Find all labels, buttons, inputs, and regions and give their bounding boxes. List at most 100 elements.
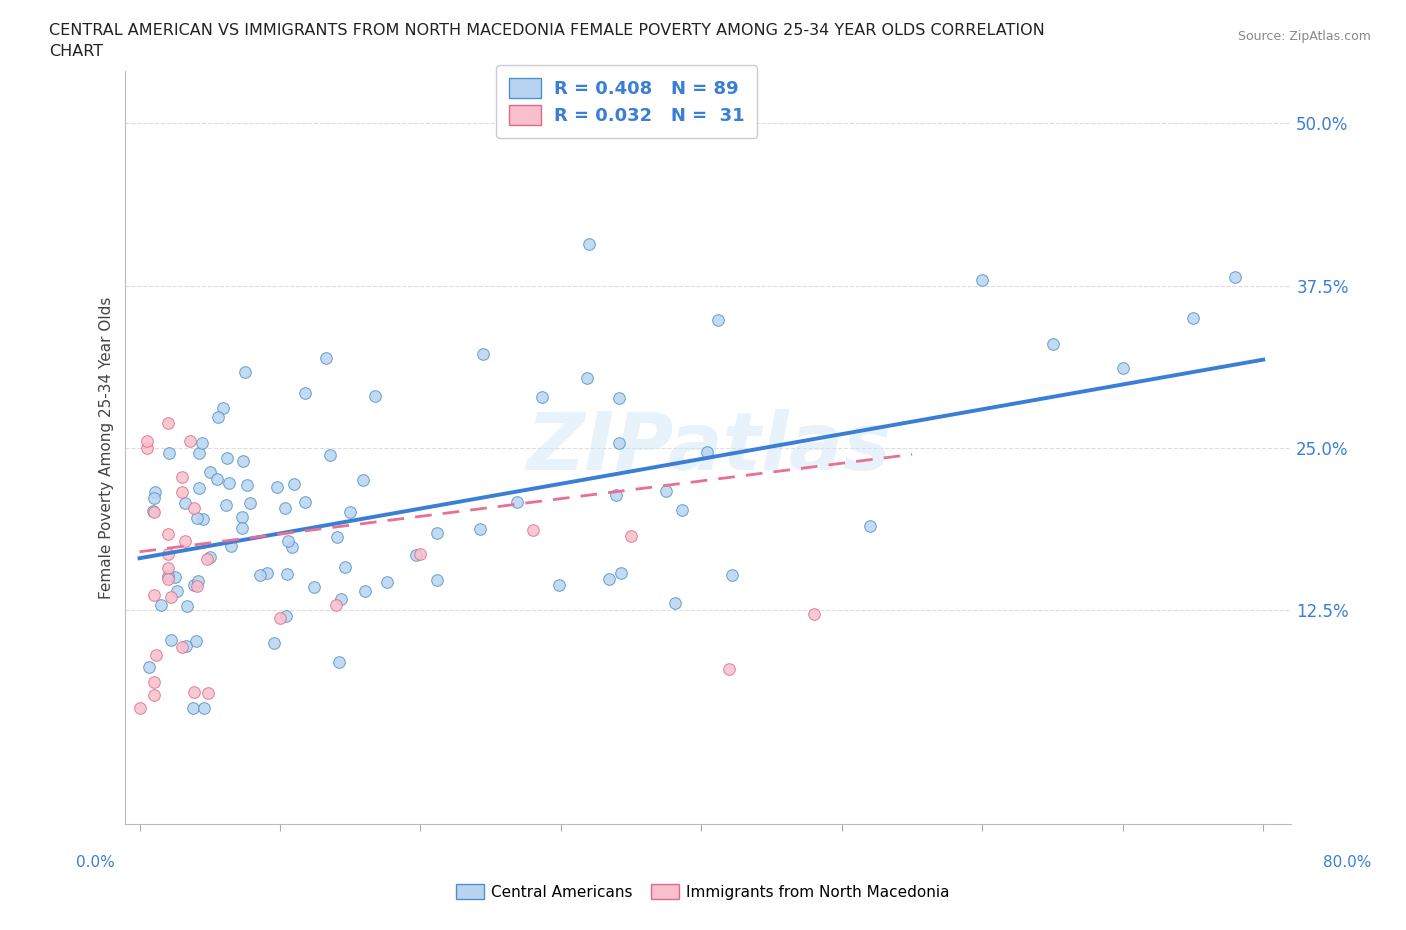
Point xyxy=(328,655,350,670)
Point xyxy=(156,416,179,431)
Point xyxy=(1223,270,1246,285)
Point xyxy=(176,598,198,613)
Point xyxy=(142,587,165,602)
Point xyxy=(575,370,598,385)
Point xyxy=(239,495,262,510)
Point xyxy=(142,674,165,689)
Point xyxy=(207,409,229,424)
Point xyxy=(304,579,326,594)
Point xyxy=(294,495,316,510)
Point xyxy=(186,579,208,594)
Point xyxy=(277,534,299,549)
Point xyxy=(620,528,643,543)
Point xyxy=(426,525,449,540)
Point xyxy=(195,551,218,566)
Point xyxy=(197,685,219,700)
Point xyxy=(531,390,554,405)
Point xyxy=(803,606,825,621)
Point xyxy=(156,561,179,576)
Point xyxy=(375,575,398,590)
Point xyxy=(170,639,193,654)
Legend: Central Americans, Immigrants from North Macedonia: Central Americans, Immigrants from North… xyxy=(450,877,956,906)
Point xyxy=(718,662,741,677)
Point xyxy=(522,523,544,538)
Point xyxy=(330,591,353,606)
Point xyxy=(156,526,179,541)
Point xyxy=(145,647,167,662)
Point xyxy=(205,472,228,487)
Point xyxy=(219,538,242,553)
Text: ZIPatlas: ZIPatlas xyxy=(526,409,891,487)
Point xyxy=(281,539,304,554)
Point xyxy=(142,687,165,702)
Point xyxy=(607,391,630,405)
Point xyxy=(193,700,215,715)
Point xyxy=(266,480,288,495)
Point xyxy=(249,568,271,583)
Point xyxy=(142,505,165,520)
Point xyxy=(166,584,188,599)
Point xyxy=(143,485,166,499)
Point xyxy=(256,565,278,580)
Point xyxy=(405,548,427,563)
Point xyxy=(173,534,195,549)
Point xyxy=(263,636,285,651)
Point xyxy=(187,573,209,588)
Point xyxy=(707,312,730,327)
Point xyxy=(319,447,342,462)
Point xyxy=(215,451,238,466)
Point xyxy=(605,488,627,503)
Point xyxy=(283,476,305,491)
Point xyxy=(354,584,377,599)
Point xyxy=(218,476,240,491)
Point xyxy=(233,365,256,379)
Point xyxy=(198,465,221,480)
Point xyxy=(325,597,347,612)
Point xyxy=(1042,337,1064,352)
Point xyxy=(505,495,527,510)
Point xyxy=(214,498,236,512)
Point xyxy=(231,521,253,536)
Point xyxy=(232,453,254,468)
Point xyxy=(972,272,994,287)
Text: CENTRAL AMERICAN VS IMMIGRANTS FROM NORTH MACEDONIA FEMALE POVERTY AMONG 25-34 Y: CENTRAL AMERICAN VS IMMIGRANTS FROM NORT… xyxy=(49,23,1045,38)
Point xyxy=(181,700,204,715)
Point xyxy=(352,473,374,488)
Point xyxy=(156,547,179,562)
Point xyxy=(409,547,432,562)
Point xyxy=(274,500,297,515)
Point xyxy=(671,502,693,517)
Text: Source: ZipAtlas.com: Source: ZipAtlas.com xyxy=(1237,30,1371,43)
Point xyxy=(138,659,160,674)
Point xyxy=(157,445,180,460)
Point xyxy=(193,512,215,526)
Point xyxy=(174,639,197,654)
Point xyxy=(160,590,183,604)
Point xyxy=(142,503,165,518)
Point xyxy=(1112,361,1135,376)
Point xyxy=(274,608,297,623)
Point xyxy=(183,684,205,699)
Point xyxy=(231,510,253,525)
Point xyxy=(696,445,718,459)
Point xyxy=(1182,311,1205,325)
Point xyxy=(143,490,166,505)
Point xyxy=(859,518,882,533)
Point xyxy=(364,389,387,404)
Point xyxy=(188,481,211,496)
Point xyxy=(156,571,179,586)
Point xyxy=(598,571,620,586)
Point xyxy=(135,441,157,456)
Point xyxy=(172,470,194,485)
Point xyxy=(269,611,291,626)
Point xyxy=(610,565,633,580)
Point xyxy=(339,504,361,519)
Point xyxy=(157,569,180,584)
Legend: R = 0.408   N = 89, R = 0.032   N =  31: R = 0.408 N = 89, R = 0.032 N = 31 xyxy=(496,65,758,138)
Point xyxy=(163,570,186,585)
Point xyxy=(547,578,569,592)
Point xyxy=(294,386,316,401)
Point xyxy=(333,560,356,575)
Point xyxy=(470,522,492,537)
Point xyxy=(149,597,172,612)
